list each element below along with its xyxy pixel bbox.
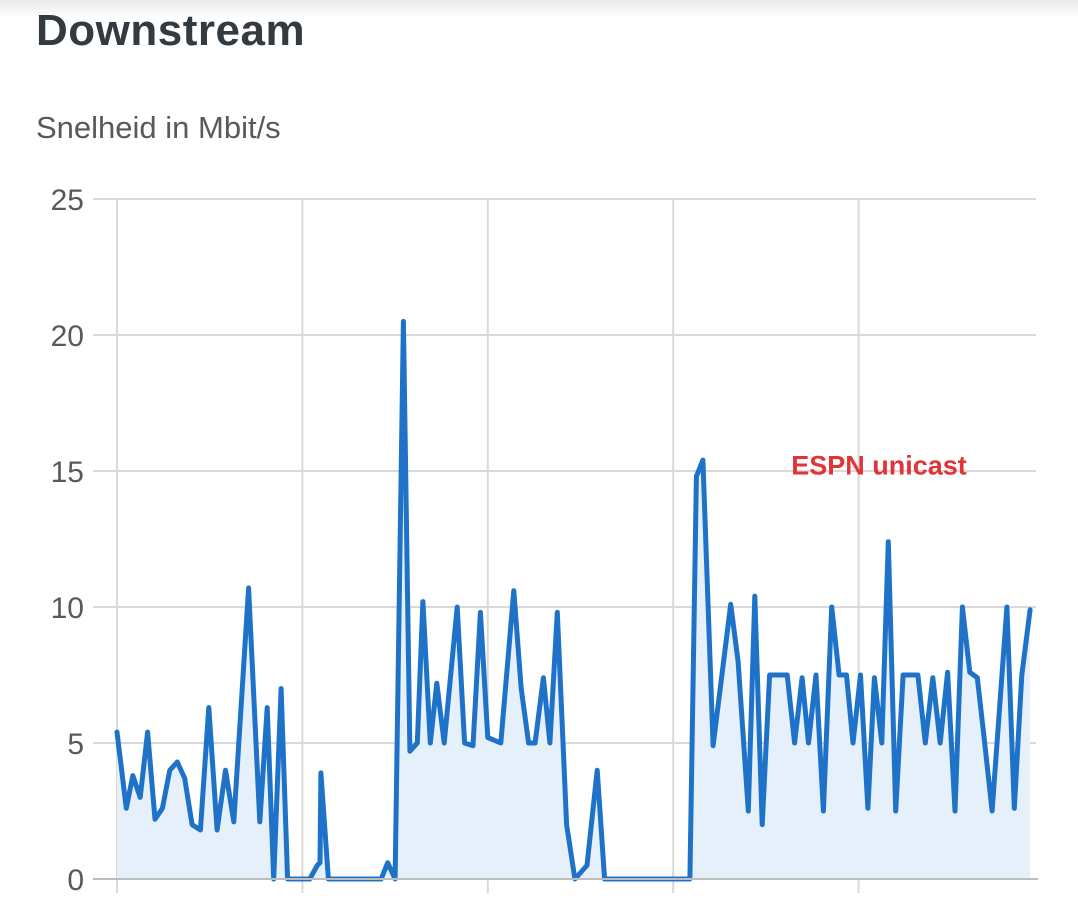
annotation-espn-unicast: ESPN unicast bbox=[791, 451, 967, 481]
annotations: ESPN unicast bbox=[791, 451, 967, 481]
y-tick-label: 15 bbox=[51, 456, 84, 489]
y-tick-label: 25 bbox=[51, 184, 84, 217]
data-points bbox=[116, 321, 1031, 880]
chart-subtitle: Snelheid in Mbit/s bbox=[36, 110, 281, 145]
top-shadow bbox=[0, 0, 1078, 18]
y-tick-label: 20 bbox=[51, 320, 84, 353]
series-line bbox=[114, 318, 1033, 882]
y-axis-ticks: 0 5 10 15 20 25 bbox=[51, 184, 84, 897]
y-tick-label: 0 bbox=[67, 864, 84, 897]
y-tick-label: 10 bbox=[51, 592, 84, 625]
area-fill bbox=[117, 321, 1031, 879]
chart-title: Downstream bbox=[36, 6, 306, 55]
y-tick-label: 5 bbox=[67, 728, 84, 761]
